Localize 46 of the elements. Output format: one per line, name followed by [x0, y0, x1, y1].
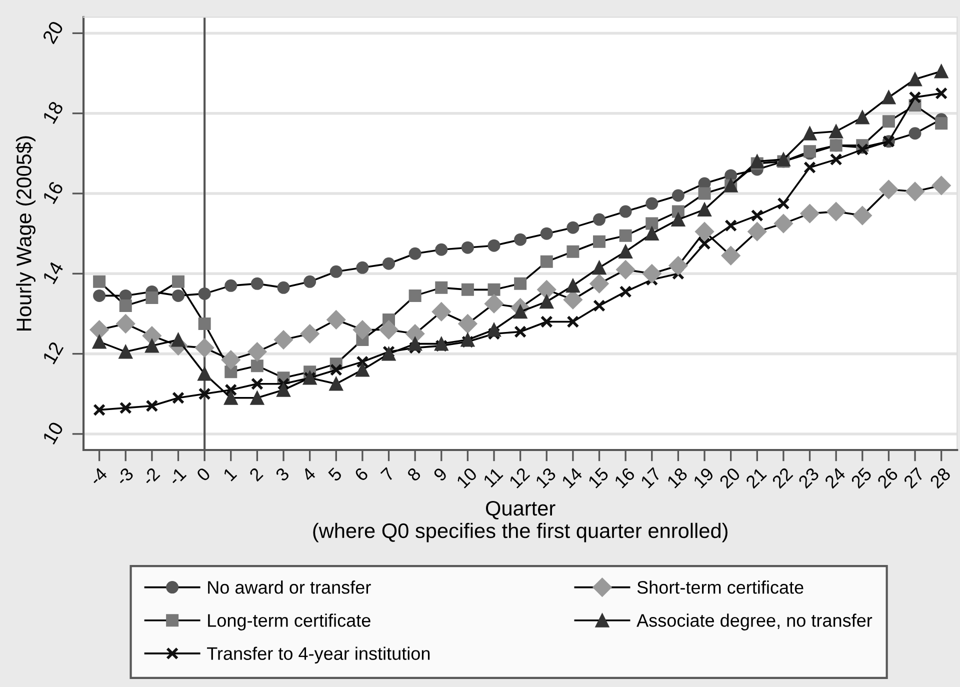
x-tick-label: 6 [354, 466, 369, 482]
x-tick-label: 16 [614, 466, 636, 489]
x-tick-label: 5 [328, 466, 343, 482]
y-tick-label: 14 [42, 260, 64, 284]
legend-label: No award or transfer [208, 580, 371, 594]
x-tick-label: 7 [380, 467, 395, 482]
x-tick-label: -4 [88, 466, 108, 486]
x-tick-label: 2 [248, 466, 264, 482]
x-tick-label: 0 [196, 466, 212, 482]
x-tick-label: 11 [482, 467, 504, 488]
y-tick-label: 20 [42, 20, 64, 44]
x-tick-label: -2 [141, 466, 160, 486]
y-axis-title: Hourly Wage (2005$) [16, 136, 36, 330]
x-tick-label: 12 [508, 466, 530, 488]
x-tick-label: 22 [771, 466, 794, 489]
legend-label: Transfer to 4-year institution [207, 646, 430, 664]
x-tick-label: 17 [640, 467, 662, 488]
x-tick-label: 13 [534, 466, 557, 489]
y-tick-label: 18 [42, 100, 64, 124]
x-tick-label: 3 [274, 466, 290, 482]
x-tick-label: 24 [824, 466, 846, 489]
x-axis-title: Quarter (where Q0 specifies the first quarter enrolled) [313, 500, 728, 542]
x-tick-label: 15 [588, 466, 610, 489]
x-tick-label: 8 [406, 466, 422, 482]
legend-label: Associate degree, no transfer [636, 614, 872, 630]
x-tick-label: 4 [301, 466, 316, 482]
y-tick-label: 16 [42, 180, 64, 204]
x-tick-label: 10 [456, 466, 478, 489]
x-tick-label: 9 [432, 466, 448, 482]
x-tick-label: 20 [718, 466, 741, 489]
y-tick-label: 12 [42, 341, 64, 364]
x-tick-label: 1 [222, 467, 238, 482]
y-tick-label: 10 [42, 420, 64, 445]
x-tick-label: 25 [850, 466, 872, 489]
legend-label: Long-term certificate [208, 614, 370, 630]
x-tick-label: 21 [745, 466, 767, 489]
x-tick-label: 14 [561, 466, 583, 488]
x-tick-label: 18 [666, 466, 688, 489]
x-tick-label: -1 [168, 467, 187, 486]
x-tick-label: 27 [902, 466, 925, 489]
x-tick-label: -3 [114, 466, 134, 486]
x-tick-label: 28 [929, 466, 952, 489]
x-tick-label: 26 [876, 466, 899, 489]
x-tick-label: 19 [692, 466, 714, 489]
x-tick-label: 23 [798, 466, 820, 489]
legend-label: Short-term certificate [637, 580, 804, 594]
